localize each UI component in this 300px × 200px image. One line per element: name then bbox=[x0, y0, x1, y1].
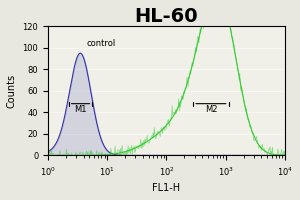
X-axis label: FL1-H: FL1-H bbox=[152, 183, 181, 193]
Text: control: control bbox=[86, 39, 116, 48]
Text: M2: M2 bbox=[205, 105, 217, 114]
Text: M1: M1 bbox=[74, 105, 87, 114]
Title: HL-60: HL-60 bbox=[135, 7, 198, 26]
Y-axis label: Counts: Counts bbox=[7, 74, 17, 108]
